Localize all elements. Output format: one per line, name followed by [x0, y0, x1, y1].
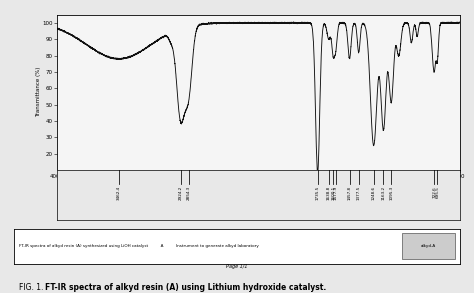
Text: 1577.9: 1577.9 — [334, 186, 338, 200]
Text: 2924.2: 2924.2 — [179, 186, 183, 200]
Text: alkyd-A: alkyd-A — [421, 244, 436, 248]
Text: 3462.4: 3462.4 — [117, 186, 121, 200]
Text: 2854.3: 2854.3 — [187, 186, 191, 200]
Text: FT-IR spectra of alkyd resin (A) synthesized using LiOH catalyst          A     : FT-IR spectra of alkyd resin (A) synthes… — [18, 244, 258, 248]
Text: FT-IR spectra of alkyd resin (A) using Lithium hydroxide catalyst.: FT-IR spectra of alkyd resin (A) using L… — [45, 283, 326, 292]
Text: Page 1/1: Page 1/1 — [226, 264, 248, 269]
Text: 1163.2: 1163.2 — [382, 186, 385, 200]
Text: 722.6: 722.6 — [432, 186, 436, 198]
Text: 1457.8: 1457.8 — [347, 186, 352, 200]
Text: 1248.6: 1248.6 — [372, 186, 376, 200]
Text: 1095.3: 1095.3 — [389, 186, 393, 200]
Text: 1638.8: 1638.8 — [327, 186, 331, 200]
Text: 695.5: 695.5 — [435, 186, 439, 198]
X-axis label: Wavenumber cm⁻¹: Wavenumber cm⁻¹ — [232, 180, 284, 185]
Text: 1600.1: 1600.1 — [331, 186, 335, 200]
FancyBboxPatch shape — [402, 234, 456, 259]
Text: 1735.5: 1735.5 — [316, 186, 319, 200]
Text: 1377.5: 1377.5 — [357, 186, 361, 200]
Text: FIG. 1.: FIG. 1. — [19, 283, 46, 292]
Y-axis label: Transmittance (%): Transmittance (%) — [36, 67, 41, 117]
